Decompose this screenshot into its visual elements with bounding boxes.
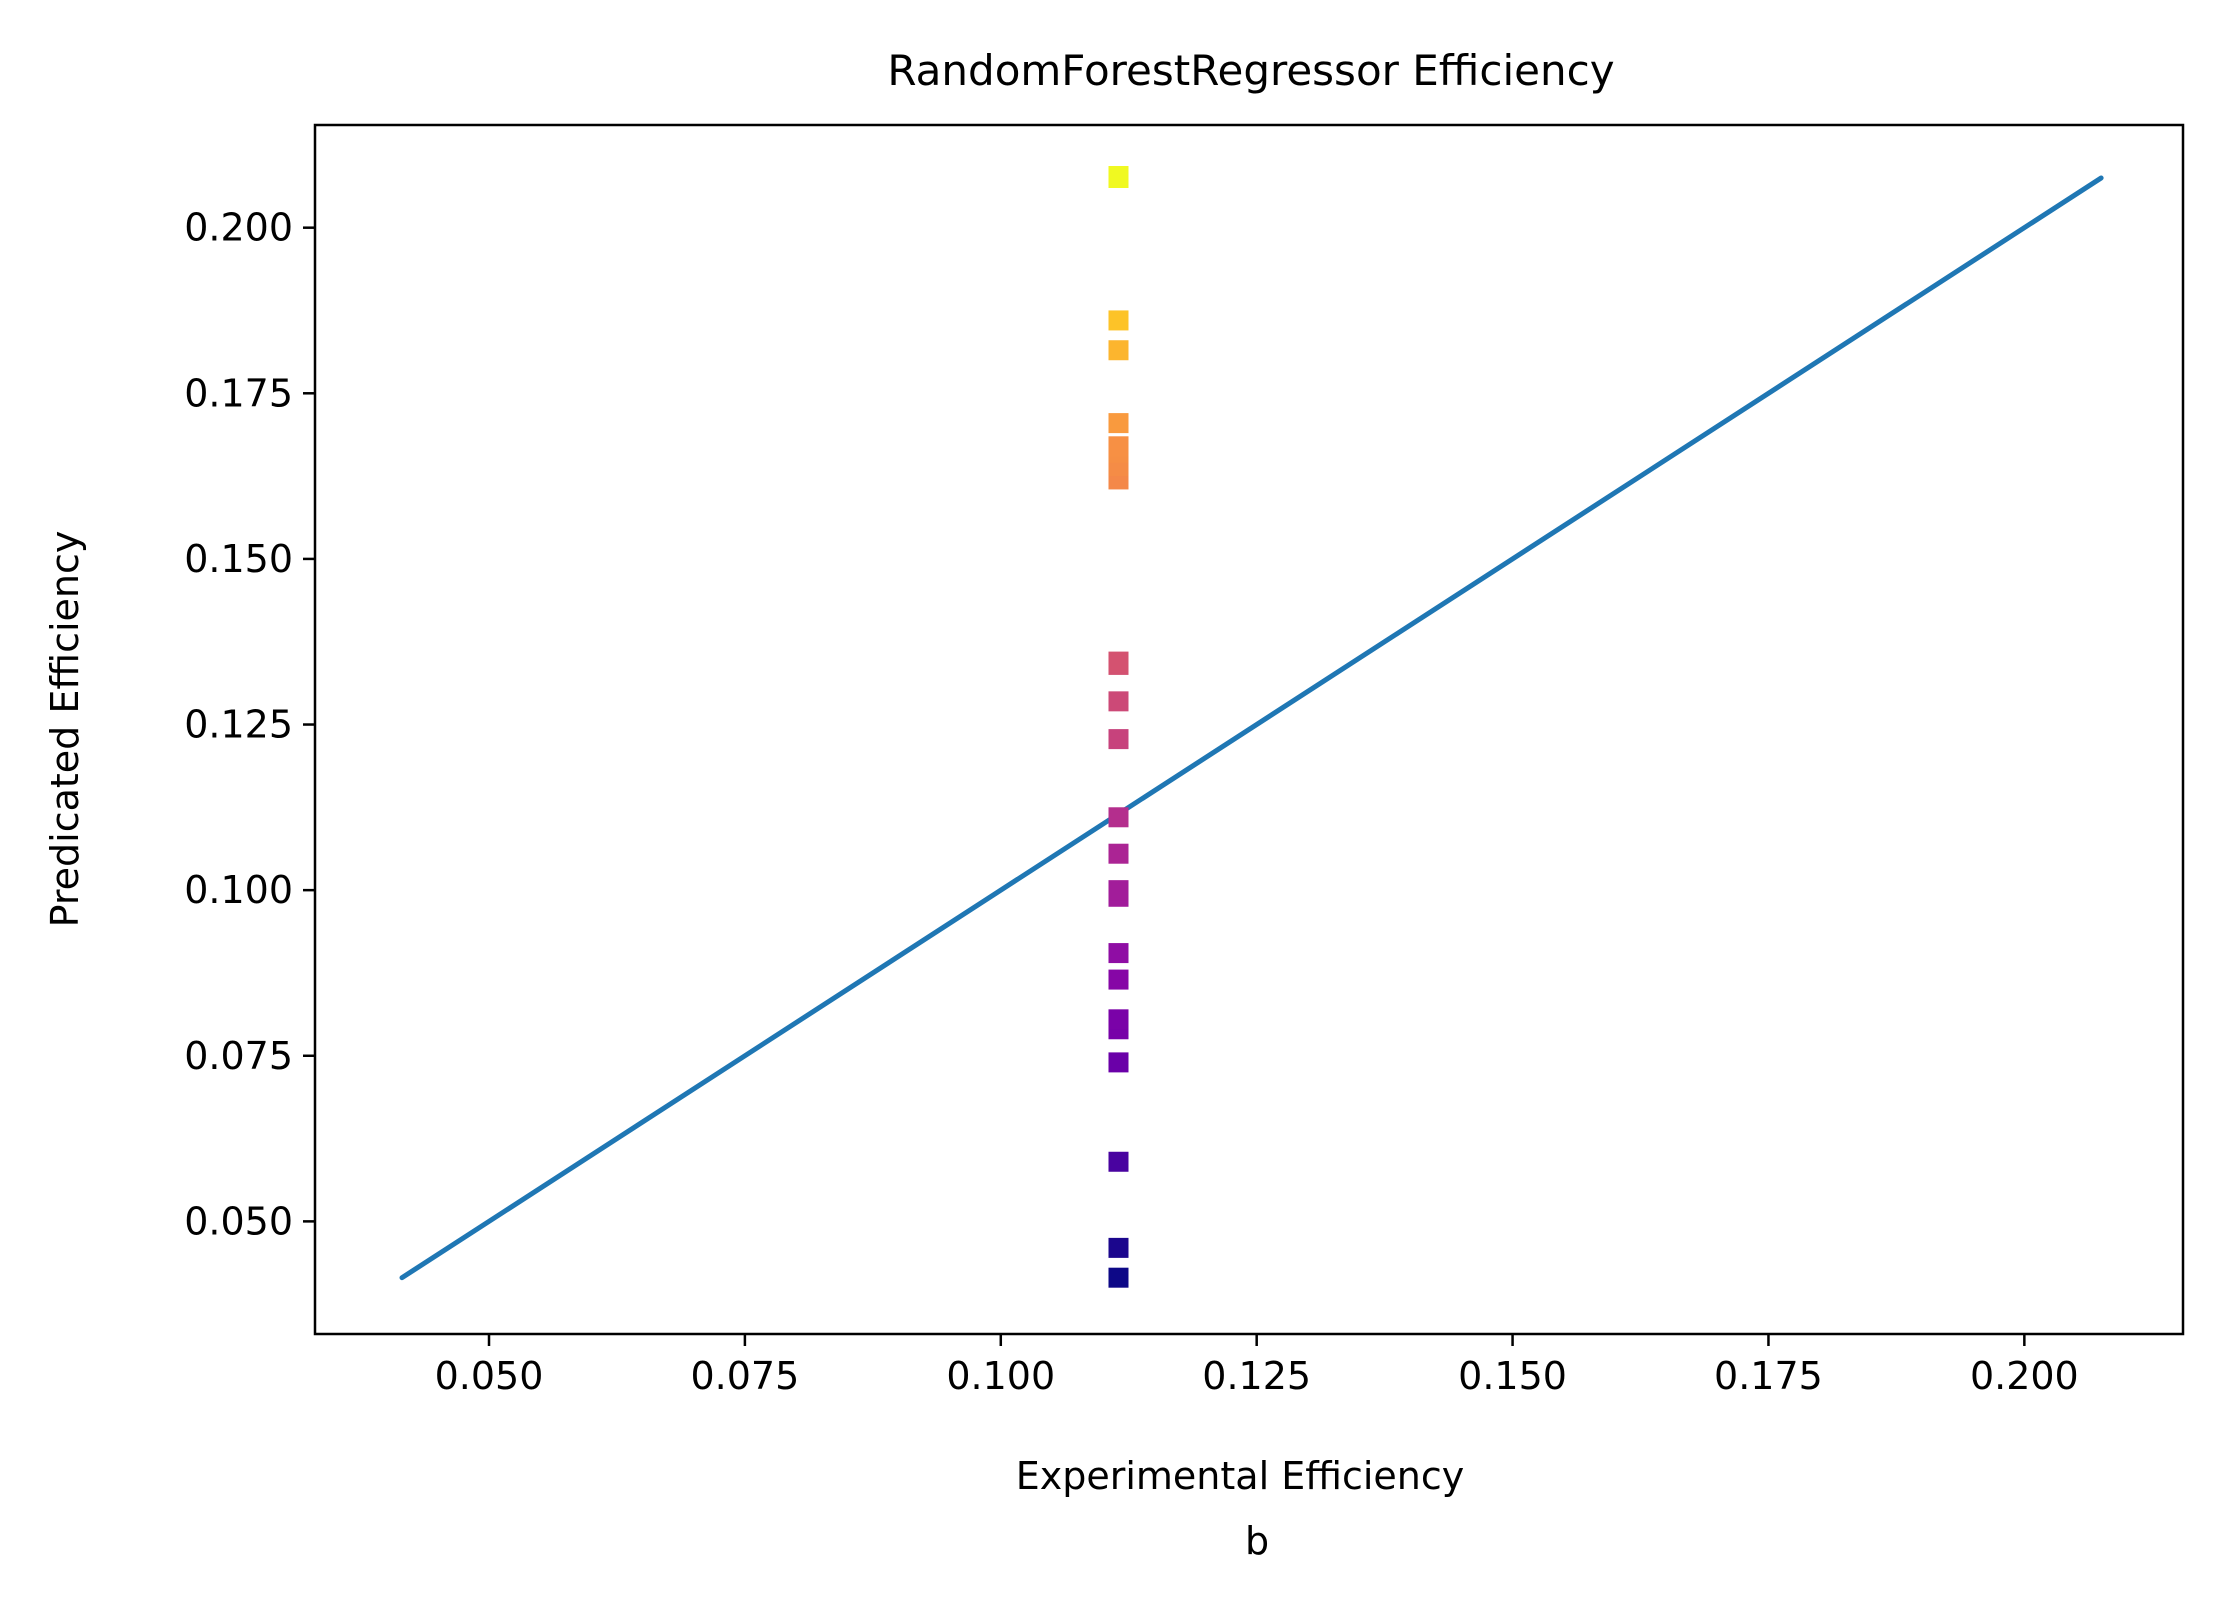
scatter-point <box>1108 880 1129 901</box>
x-tick-label: 0.075 <box>690 1354 799 1398</box>
scatter-point <box>1108 729 1129 750</box>
y-tick-label: 0.125 <box>184 703 293 747</box>
x-tick-label: 0.150 <box>1458 1354 1567 1398</box>
scatter-point <box>1108 166 1129 187</box>
reference-line <box>399 175 2104 1281</box>
x-tick-label: 0.200 <box>1970 1354 2079 1398</box>
scatter-point <box>1108 1052 1129 1073</box>
figure-caption: b <box>1245 1519 1269 1563</box>
x-tick-label: 0.175 <box>1714 1354 1823 1398</box>
y-tick-label: 0.050 <box>184 1199 293 1243</box>
plot-area <box>313 123 2185 1336</box>
scatter-point <box>1108 691 1129 712</box>
scatter-point <box>1108 1237 1129 1258</box>
y-axis-ticks: 0.050 0.075 0.100 0.125 0.150 0.175 0.200 <box>184 206 315 1243</box>
scatter-point <box>1108 436 1129 457</box>
x-tick-label: 0.100 <box>946 1354 1055 1398</box>
scatter-point <box>1108 843 1129 864</box>
scatter-point <box>1108 413 1129 434</box>
y-tick-label: 0.075 <box>184 1034 293 1078</box>
scatter-point <box>1108 651 1129 672</box>
scatter-point <box>1108 943 1129 964</box>
scatter-point <box>1108 969 1129 990</box>
x-axis-ticks: 0.050 0.075 0.100 0.125 0.150 0.175 0.200 <box>435 1334 2079 1398</box>
scatter-point <box>1108 807 1129 828</box>
scatter-point <box>1108 310 1129 331</box>
y-tick-label: 0.175 <box>184 371 293 415</box>
scatter-point <box>1108 340 1129 361</box>
scatter-point <box>1108 1009 1129 1030</box>
x-tick-label: 0.050 <box>435 1354 544 1398</box>
y-axis-label: Predicated Efficiency <box>43 531 87 928</box>
scatter-points <box>1108 166 1129 1288</box>
scatter-point <box>1108 1267 1129 1288</box>
x-axis-label: Experimental Efficiency <box>1016 1454 1465 1498</box>
y-tick-label: 0.200 <box>184 206 293 250</box>
x-tick-label: 0.125 <box>1202 1354 1311 1398</box>
y-tick-label: 0.100 <box>184 868 293 912</box>
chart-title: RandomForestRegressor Efficiency <box>887 46 1614 95</box>
y-tick-label: 0.150 <box>184 537 293 581</box>
plot-frame <box>313 123 2185 1336</box>
scatter-point <box>1108 1151 1129 1172</box>
